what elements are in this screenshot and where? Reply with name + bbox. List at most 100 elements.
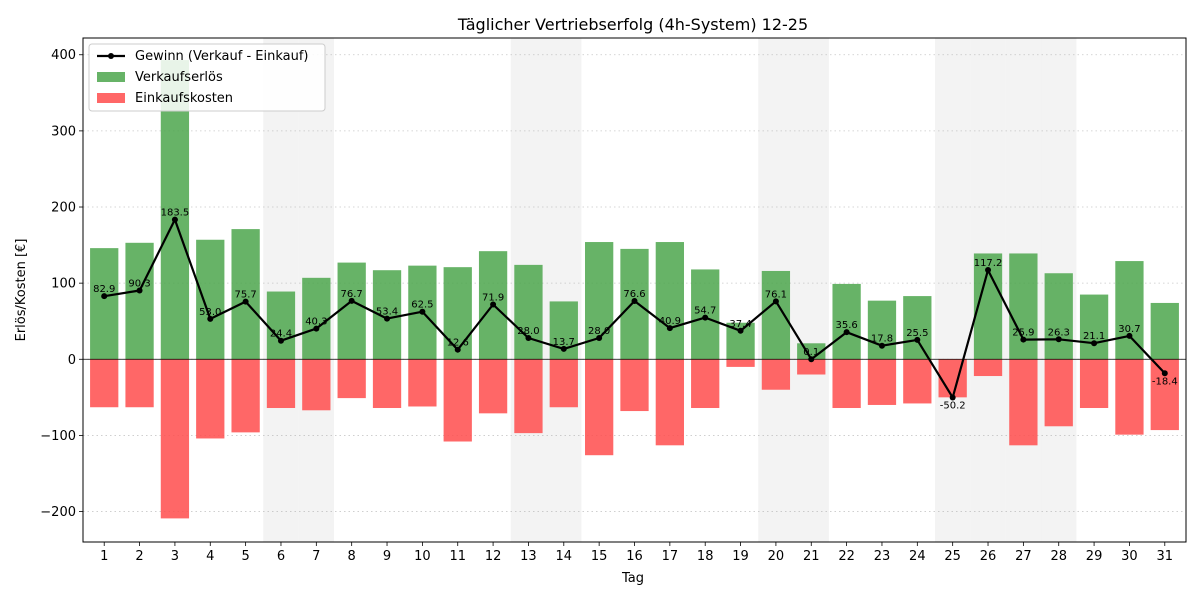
profit-point-day-29 [1091,340,1098,347]
revenue-bar-day-18 [691,269,720,360]
profit-point-day-15 [596,334,603,341]
weekend-shade-day-25 [934,38,971,542]
x-tick-label-25: 25 [944,549,961,564]
profit-data-label-day-22: 35.6 [835,320,857,331]
legend-label-revenue: Verkaufserlös [135,70,223,85]
y-tick-label-300: 300 [51,124,76,139]
profit-data-label-day-27: 25.9 [1012,328,1034,339]
x-tick-label-17: 17 [662,549,679,564]
profit-point-day-23 [878,342,885,349]
x-tick-label-11: 11 [449,549,466,564]
y-axis: −200 −100 0 100 200 300 400 [40,48,83,520]
x-tick-label-30: 30 [1121,549,1138,564]
cost-bar-day-4 [196,359,225,439]
profit-point-day-6 [277,337,284,344]
revenue-bar-day-28 [1044,273,1073,360]
cost-bar-day-1 [90,359,119,408]
cost-bar-day-3 [160,359,190,519]
x-tick-label-15: 15 [591,549,608,564]
x-tick-label-31: 31 [1157,549,1174,564]
profit-data-label-day-17: 40.9 [659,316,681,327]
profit-data-label-day-3: 183.5 [161,208,190,219]
legend-line-marker [108,53,114,59]
x-tick-label-4: 4 [206,549,214,564]
x-tick-label-3: 3 [171,549,179,564]
weekend-shade-day-21 [793,38,829,542]
profit-point-day-17 [666,325,673,332]
profit-data-label-day-2: 90.3 [128,279,150,290]
cost-bar-day-19 [726,359,755,367]
cost-bar-day-2 [125,359,154,408]
profit-data-label-day-26: 117.2 [974,258,1003,269]
x-tick-label-24: 24 [909,549,926,564]
profit-data-label-day-18: 54.7 [694,306,716,317]
x-tick-label-1: 1 [100,549,108,564]
x-tick-label-22: 22 [838,549,855,564]
profit-data-label-day-5: 75.7 [234,290,256,301]
profit-data-label-day-28: 26.3 [1048,327,1070,338]
revenue-bar-day-27 [1009,253,1038,360]
y-tick-label-100: 100 [51,277,76,292]
profit-data-label-day-4: 53.0 [199,307,221,318]
cost-bar-day-6 [266,359,296,409]
revenue-bar-day-7 [302,277,331,360]
profit-data-label-day-6: 24.4 [270,329,292,340]
revenue-bar-day-23 [867,300,897,360]
profit-data-label-day-29: 21.1 [1083,331,1105,342]
x-tick-label-20: 20 [768,549,785,564]
cost-bar-day-27 [1009,359,1038,446]
y-axis-label: Erlös/Kosten [€] [14,239,29,342]
revenue-bar-day-4 [196,239,225,360]
cost-bar-day-17 [655,359,684,446]
cost-bar-day-18 [691,359,720,409]
revenue-bar-day-6 [266,291,296,360]
x-tick-label-28: 28 [1050,549,1067,564]
revenue-bar-day-24 [903,296,932,360]
cost-bar-day-26 [973,359,1003,377]
y-tick-label-0: 0 [68,353,76,368]
legend-label-profit: Gewinn (Verkauf - Einkauf) [135,49,308,64]
legend-swatch-cost [97,93,125,103]
revenue-bar-day-30 [1115,261,1144,360]
x-tick-label-19: 19 [732,549,749,564]
revenue-bar-day-13 [514,264,543,360]
profit-point-day-31 [1161,370,1168,377]
bars-layer [90,60,1179,519]
profit-data-label-day-24: 25.5 [906,328,928,339]
cost-bar-day-10 [408,359,437,407]
profit-point-day-12 [490,301,497,308]
revenue-bar-day-2 [125,242,154,360]
profit-data-label-day-21: 0.1 [803,347,819,358]
profit-data-label-day-14: 13.7 [553,337,575,348]
revenue-bar-day-20 [761,270,791,360]
cost-bar-day-30 [1115,359,1144,435]
x-tick-label-14: 14 [556,549,573,564]
profit-point-day-28 [1055,336,1062,343]
cost-bar-day-5 [231,359,260,433]
profit-point-day-18 [702,314,709,321]
x-tick-label-21: 21 [803,549,820,564]
x-tick-label-6: 6 [277,549,285,564]
profit-point-day-1 [101,293,108,300]
profit-point-day-27 [1020,336,1027,343]
x-axis-label: Tag [621,571,644,586]
x-tick-label-26: 26 [980,549,997,564]
legend-label-cost: Einkaufskosten [135,91,233,106]
x-tick-label-8: 8 [348,549,356,564]
profit-point-day-2 [136,287,143,294]
revenue-bar-day-11 [443,267,472,360]
profit-data-label-day-23: 17.8 [871,334,893,345]
x-tick-label-16: 16 [626,549,643,564]
x-tick-label-2: 2 [135,549,143,564]
revenue-bar-day-22 [832,283,861,360]
x-tick-label-23: 23 [874,549,891,564]
profit-point-day-10 [419,308,426,315]
legend-box [88,43,326,112]
profit-data-label-day-1: 82.9 [93,284,115,295]
profit-point-day-30 [1126,332,1133,339]
profit-data-label-day-13: 28.0 [517,326,539,337]
x-tick-label-10: 10 [414,549,431,564]
x-tick-label-27: 27 [1015,549,1032,564]
profit-data-label-day-25: -50.2 [940,400,966,411]
profit-point-day-8 [348,297,355,304]
